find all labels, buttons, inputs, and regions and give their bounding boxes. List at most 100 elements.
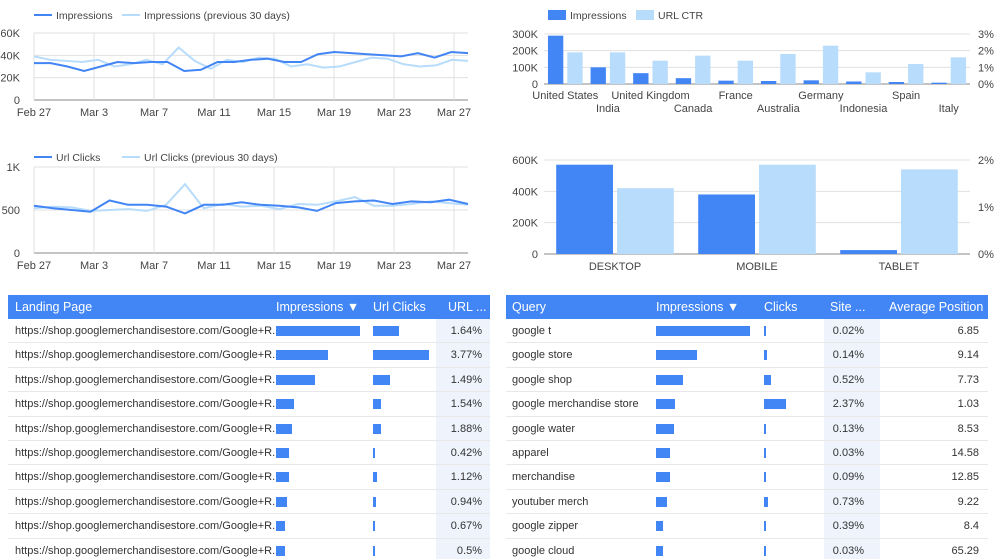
column-highlight xyxy=(436,392,490,416)
bar-secondary xyxy=(759,164,816,254)
landing-page-cell: https://shop.googlemerchandisestore.com/… xyxy=(15,544,282,557)
table-row[interactable]: google t 0.02% 6.85 xyxy=(506,319,988,344)
impressions-bar xyxy=(656,350,698,361)
impressions-line-chart: 0 20K 40K 60K Feb 27 Mar 3 Mar 7 Mar 11 Mar 15 Ma… xyxy=(0,10,471,119)
bar-primary xyxy=(718,80,734,84)
col-landing-page[interactable]: Landing Page xyxy=(15,300,93,314)
legend-label: Impressions xyxy=(56,10,113,22)
x-tick-label: Mar 11 xyxy=(197,107,230,119)
landing-page-cell: https://shop.googlemerchandisestore.com/… xyxy=(15,446,282,459)
y-tick-label: 600K xyxy=(512,155,538,167)
y-tick-label: 400K xyxy=(512,186,538,198)
y-tick-label: 500 xyxy=(2,205,20,217)
device-bar-chart: 0 200K 400K 600K 0% 1% 2% DESKTOP MOBILE TABLET xyxy=(512,155,994,273)
category-label: United Kingdom xyxy=(611,90,689,102)
average-position-cell: 1.03 xyxy=(957,398,979,411)
average-position-cell: 8.4 xyxy=(963,520,979,533)
x-tick-label: Feb 27 xyxy=(17,260,51,272)
bar-primary xyxy=(675,78,692,84)
y-tick-label: 20K xyxy=(0,73,20,85)
table-row[interactable]: https://shop.googlemerchandisestore.com/… xyxy=(8,538,490,559)
url-clicks-bar xyxy=(373,472,377,483)
category-label: Germany xyxy=(798,90,844,102)
col-query[interactable]: Query xyxy=(512,300,547,314)
url-ctr-cell: 1.88% xyxy=(450,422,482,435)
y-tick-label: 0 xyxy=(532,249,538,261)
col-url-ctr[interactable]: URL ... xyxy=(448,300,487,314)
y-tick-label: 0 xyxy=(14,95,20,107)
y2-tick-label: 1% xyxy=(978,62,994,74)
col-clicks[interactable]: Clicks xyxy=(764,300,798,314)
table-row[interactable]: google shop 0.52% 7.73 xyxy=(506,367,988,393)
col-site-ctr[interactable]: Site ... xyxy=(830,300,866,314)
bar-primary xyxy=(931,82,947,84)
table-row[interactable]: google cloud 0.03% 65.29 xyxy=(506,538,988,559)
table-row[interactable]: merchandise 0.09% 12.85 xyxy=(506,465,988,490)
url-clicks-bar xyxy=(373,496,376,507)
table-row[interactable]: google store 0.14% 9.14 xyxy=(506,343,988,368)
y2-tick-label: 3% xyxy=(978,29,994,41)
table-row[interactable]: https://shop.googlemerchandisestore.com/… xyxy=(8,465,490,490)
table-row[interactable]: https://shop.googlemerchandisestore.com/… xyxy=(8,440,490,466)
query-cell: google t xyxy=(512,325,552,337)
bar-primary xyxy=(840,250,897,254)
impressions-bar xyxy=(276,423,292,434)
url-clicks-bar xyxy=(373,545,375,556)
x-tick-label: Mar 27 xyxy=(437,107,471,119)
impressions-bar xyxy=(276,374,316,385)
y-tick-label: 60K xyxy=(0,28,20,40)
bar-secondary xyxy=(865,72,881,84)
bar-secondary xyxy=(617,188,674,254)
col-average-position[interactable]: Average Position xyxy=(889,300,984,314)
table-row[interactable]: https://shop.googlemerchandisestore.com/… xyxy=(8,392,490,417)
query-cell: youtuber merch xyxy=(512,495,589,508)
table-row[interactable]: youtuber merch 0.73% 9.22 xyxy=(506,489,988,515)
table-row[interactable]: https://shop.googlemerchandisestore.com/… xyxy=(8,367,490,393)
site-ctr-cell: 0.02% xyxy=(832,325,864,337)
url-clicks-line-chart: 0 500 1K Feb 27 Mar 3 Mar 7 Mar 11 Mar 15 Mar 19… xyxy=(2,152,471,272)
clicks-bar xyxy=(764,545,766,556)
table-row[interactable]: https://shop.googlemerchandisestore.com/… xyxy=(8,343,490,368)
average-position-cell: 8.53 xyxy=(957,422,979,435)
y2-tick-label: 1% xyxy=(978,202,994,214)
table-row[interactable]: https://shop.googlemerchandisestore.com/… xyxy=(8,489,490,515)
column-highlight xyxy=(824,319,880,343)
impressions-bar xyxy=(656,447,671,458)
col-impressions[interactable]: Impressions ▼ xyxy=(656,300,740,314)
impressions-bar xyxy=(276,496,287,507)
average-position-cell: 9.14 xyxy=(957,349,979,362)
category-label: Canada xyxy=(674,103,713,115)
impressions-bar xyxy=(656,399,675,410)
table-row[interactable]: https://shop.googlemerchandisestore.com/… xyxy=(8,319,490,344)
landing-page-cell: https://shop.googlemerchandisestore.com/… xyxy=(15,520,282,533)
series-line-current xyxy=(34,50,469,73)
table-row[interactable]: https://shop.googlemerchandisestore.com/… xyxy=(8,514,490,539)
landing-page-table: Landing Page Impressions ▼ Url Clicks UR… xyxy=(8,295,490,559)
impressions-bar xyxy=(276,326,360,336)
category-label: Australia xyxy=(757,103,801,115)
clicks-bar xyxy=(764,496,769,507)
col-impressions[interactable]: Impressions ▼ xyxy=(276,300,360,314)
x-tick-label: Mar 27 xyxy=(437,260,471,272)
clicks-bar xyxy=(764,399,786,410)
category-label: Indonesia xyxy=(840,103,889,115)
url-clicks-bar xyxy=(373,423,382,434)
table-row[interactable]: apparel 0.03% 14.58 xyxy=(506,440,988,466)
legend-label: Impressions (previous 30 days) xyxy=(144,10,290,22)
query-cell: google store xyxy=(512,349,573,362)
table-row[interactable]: google water 0.13% 8.53 xyxy=(506,416,988,441)
table-row[interactable]: google merchandise store 2.37% 1.03 xyxy=(506,392,988,417)
url-clicks-bar xyxy=(373,374,390,385)
col-url-clicks[interactable]: Url Clicks xyxy=(373,300,426,314)
url-clicks-bar xyxy=(373,447,376,458)
url-ctr-cell: 1.49% xyxy=(450,373,482,386)
table-row[interactable]: https://shop.googlemerchandisestore.com/… xyxy=(8,416,490,441)
legend-label: Impressions xyxy=(570,10,627,22)
table-row[interactable]: google zipper 0.39% 8.4 xyxy=(506,514,988,539)
average-position-cell: 65.29 xyxy=(951,544,979,557)
x-tick-label: Mar 11 xyxy=(197,260,230,272)
column-highlight xyxy=(436,343,490,367)
clicks-bar xyxy=(764,326,766,336)
site-ctr-cell: 0.03% xyxy=(832,544,864,557)
